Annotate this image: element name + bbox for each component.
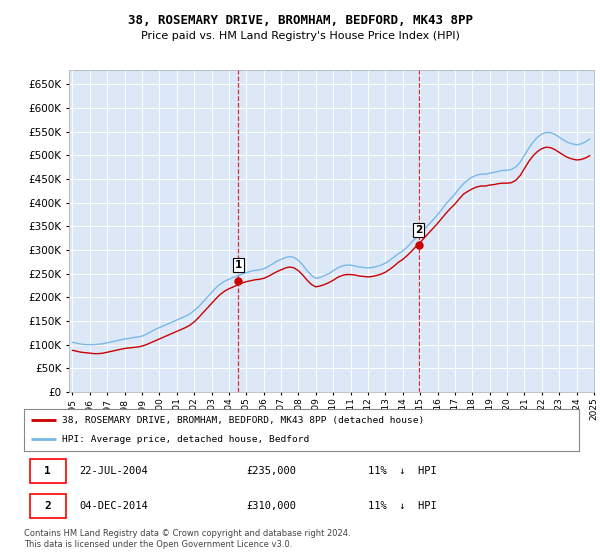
Text: 04-DEC-2014: 04-DEC-2014	[79, 501, 148, 511]
Text: Contains HM Land Registry data © Crown copyright and database right 2024.
This d: Contains HM Land Registry data © Crown c…	[24, 529, 350, 549]
Text: Price paid vs. HM Land Registry's House Price Index (HPI): Price paid vs. HM Land Registry's House …	[140, 31, 460, 41]
Text: 1: 1	[44, 466, 51, 476]
Text: 11%  ↓  HPI: 11% ↓ HPI	[368, 501, 437, 511]
Text: £310,000: £310,000	[246, 501, 296, 511]
Text: 2: 2	[415, 225, 422, 235]
Text: 22-JUL-2004: 22-JUL-2004	[79, 466, 148, 476]
Text: 38, ROSEMARY DRIVE, BROMHAM, BEDFORD, MK43 8PP (detached house): 38, ROSEMARY DRIVE, BROMHAM, BEDFORD, MK…	[62, 416, 424, 424]
Text: 2: 2	[44, 501, 51, 511]
Text: 11%  ↓  HPI: 11% ↓ HPI	[368, 466, 437, 476]
Bar	[29, 493, 65, 518]
Text: 38, ROSEMARY DRIVE, BROMHAM, BEDFORD, MK43 8PP: 38, ROSEMARY DRIVE, BROMHAM, BEDFORD, MK…	[128, 14, 473, 27]
Text: £235,000: £235,000	[246, 466, 296, 476]
Bar	[29, 459, 65, 483]
Text: 1: 1	[235, 260, 242, 270]
Text: HPI: Average price, detached house, Bedford: HPI: Average price, detached house, Bedf…	[62, 435, 309, 444]
